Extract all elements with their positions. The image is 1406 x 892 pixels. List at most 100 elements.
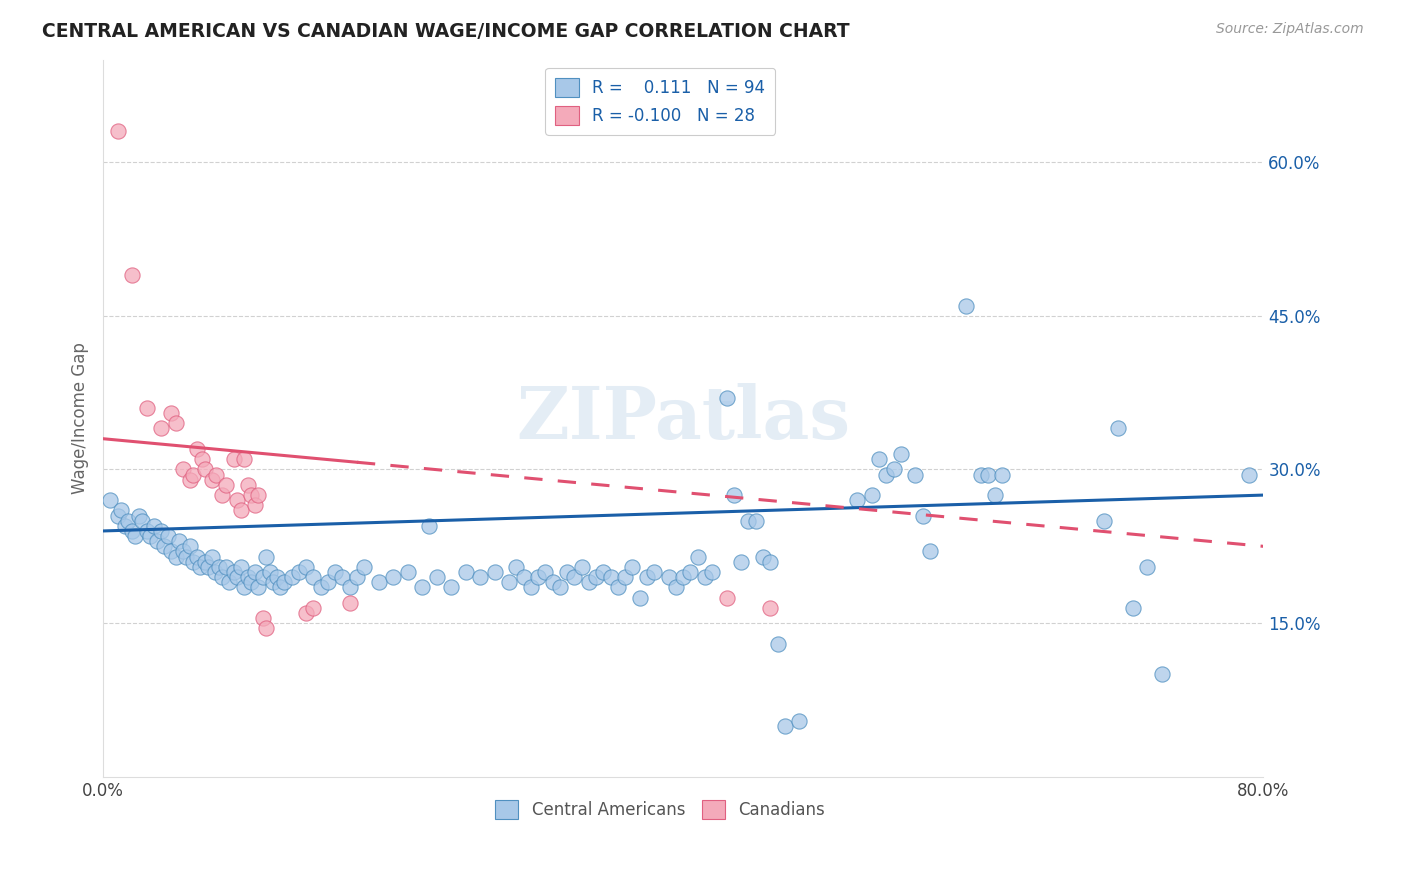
Point (411, 580, 433, 594)
Text: CENTRAL AMERICAN VS CANADIAN WAGE/INCOME GAP CORRELATION CHART: CENTRAL AMERICAN VS CANADIAN WAGE/INCOME… (42, 22, 849, 41)
Point (607, 580, 630, 594)
Point (160, 544, 183, 558)
Point (955, 299, 977, 313)
Point (541, 575, 564, 590)
Point (686, 549, 709, 564)
Point (194, 462, 217, 476)
Point (346, 570, 368, 584)
Point (643, 565, 665, 579)
Point (295, 606, 318, 620)
Point (181, 555, 204, 569)
Point (309, 580, 332, 594)
Point (236, 478, 259, 492)
Point (121, 268, 143, 282)
Point (150, 421, 173, 435)
Point (273, 575, 295, 590)
Point (592, 565, 614, 579)
Point (188, 559, 211, 574)
Point (883, 462, 905, 476)
Point (240, 575, 263, 590)
Point (599, 570, 621, 584)
Point (124, 529, 146, 543)
Point (614, 570, 637, 584)
Point (621, 559, 644, 574)
Point (229, 559, 252, 574)
Point (918, 544, 941, 558)
Point (991, 467, 1014, 482)
Point (269, 580, 291, 594)
Point (339, 596, 361, 610)
Point (135, 524, 157, 538)
Point (512, 570, 534, 584)
Point (240, 488, 263, 502)
Point (745, 514, 768, 528)
Point (179, 539, 201, 553)
Point (190, 452, 212, 467)
Point (716, 591, 738, 605)
Point (107, 508, 129, 523)
Point (110, 503, 132, 517)
Point (174, 549, 197, 564)
Point (1150, 667, 1173, 681)
Point (636, 570, 658, 584)
Point (302, 570, 325, 584)
Point (222, 565, 245, 579)
Point (225, 493, 247, 508)
Point (977, 467, 1000, 482)
Point (252, 611, 274, 625)
Point (194, 555, 217, 569)
Point (875, 467, 897, 482)
Point (197, 559, 219, 574)
Point (665, 580, 688, 594)
Text: ZIPatlas: ZIPatlas (516, 383, 851, 454)
Point (232, 580, 254, 594)
Point (1136, 559, 1159, 574)
Point (679, 565, 702, 579)
Point (1092, 514, 1115, 528)
Point (254, 621, 277, 635)
Point (440, 580, 463, 594)
Point (201, 473, 224, 487)
Point (585, 570, 607, 584)
Point (498, 575, 520, 590)
Point (211, 488, 233, 502)
Point (454, 565, 477, 579)
Point (232, 452, 254, 467)
Point (229, 503, 252, 517)
Point (165, 417, 187, 431)
Point (215, 559, 238, 574)
Point (201, 549, 224, 564)
Point (520, 580, 543, 594)
Point (868, 452, 890, 467)
Point (146, 534, 169, 549)
Point (295, 559, 318, 574)
Point (759, 600, 782, 615)
Point (186, 442, 208, 456)
Point (1122, 600, 1144, 615)
Point (759, 555, 782, 569)
Point (153, 539, 176, 553)
Point (259, 565, 281, 579)
Point (225, 570, 247, 584)
Point (382, 570, 405, 584)
Point (773, 718, 796, 732)
Point (470, 570, 492, 584)
Point (160, 406, 183, 420)
Point (121, 524, 143, 538)
Point (157, 529, 180, 543)
Point (135, 401, 157, 415)
Point (846, 493, 869, 508)
Point (730, 555, 752, 569)
Point (339, 580, 361, 594)
Point (890, 447, 912, 461)
Y-axis label: Wage/Income Gap: Wage/Income Gap (72, 343, 89, 494)
Point (564, 570, 586, 584)
Point (181, 467, 204, 482)
Point (367, 575, 389, 590)
Point (693, 570, 716, 584)
Point (316, 575, 339, 590)
Point (904, 467, 927, 482)
Point (658, 570, 681, 584)
Point (142, 518, 165, 533)
Point (245, 565, 267, 579)
